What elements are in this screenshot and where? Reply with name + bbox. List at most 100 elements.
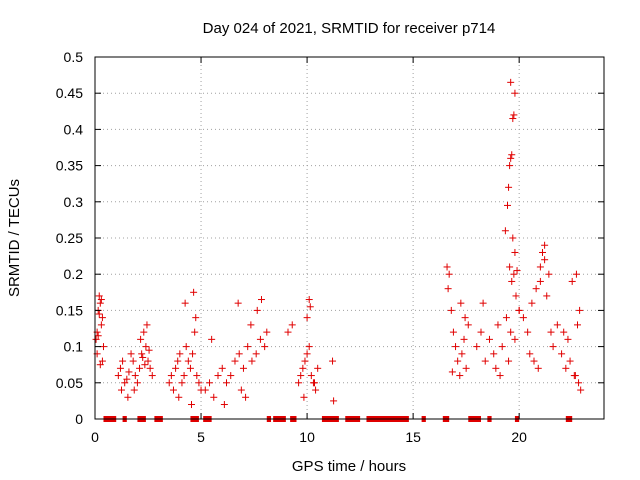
data-point <box>244 343 252 351</box>
x-tick-label: 5 <box>197 429 205 445</box>
data-point <box>545 270 553 278</box>
data-point <box>510 111 518 119</box>
data-point <box>515 306 523 314</box>
data-point <box>498 343 506 351</box>
y-tick-label: 0.35 <box>56 158 83 174</box>
data-point <box>176 350 184 358</box>
data-point <box>295 379 303 387</box>
data-point <box>284 328 292 336</box>
data-point <box>513 267 521 275</box>
data-point <box>99 343 107 351</box>
data-points <box>92 78 585 409</box>
data-point <box>97 321 105 329</box>
data-point <box>490 350 498 358</box>
data-point <box>174 357 182 365</box>
data-point <box>558 350 566 358</box>
y-tick-label: 0.05 <box>56 375 83 391</box>
chart-title: Day 024 of 2021, SRMTID for receiver p71… <box>203 20 496 37</box>
data-point <box>553 321 561 329</box>
data-point <box>549 343 557 351</box>
y-tick-label: 0 <box>75 411 83 427</box>
data-point <box>133 379 141 387</box>
data-point <box>505 183 513 191</box>
y-tick-label: 0.4 <box>64 121 84 137</box>
data-point <box>187 401 195 409</box>
data-point <box>121 379 129 387</box>
data-point <box>562 364 570 372</box>
data-point <box>506 162 514 170</box>
data-point <box>303 314 311 322</box>
data-point <box>456 372 464 380</box>
data-point <box>114 372 122 380</box>
data-point <box>208 335 216 343</box>
data-point <box>509 115 517 123</box>
data-point <box>573 321 581 329</box>
x-tick-label: 20 <box>511 429 527 445</box>
y-tick-label: 0.45 <box>56 85 83 101</box>
data-point <box>190 288 198 296</box>
data-point <box>504 201 512 209</box>
y-tick-label: 0.5 <box>64 49 84 65</box>
data-point <box>138 350 146 358</box>
data-point <box>141 361 149 369</box>
data-point <box>227 372 235 380</box>
data-point <box>534 364 542 372</box>
data-point <box>526 350 534 358</box>
data-point <box>509 234 517 242</box>
data-point <box>181 299 189 307</box>
data-point <box>237 386 245 394</box>
data-point <box>311 379 319 387</box>
data-point <box>460 335 468 343</box>
data-point <box>572 270 580 278</box>
data-point <box>303 350 311 358</box>
data-point <box>98 314 106 322</box>
data-point <box>454 357 462 365</box>
data-point <box>443 263 451 271</box>
data-point <box>119 357 127 365</box>
data-point <box>300 393 308 401</box>
data-point <box>242 393 250 401</box>
data-point <box>307 372 315 380</box>
data-point <box>560 328 568 336</box>
y-tick-label: 0.2 <box>64 266 84 282</box>
data-point <box>169 386 177 394</box>
data-point <box>239 364 247 372</box>
data-point <box>571 372 579 380</box>
data-point <box>97 296 105 304</box>
data-point <box>191 328 199 336</box>
x-tick-labels: 0 5 10 15 20 <box>91 429 527 445</box>
data-point <box>214 372 222 380</box>
data-point <box>492 364 500 372</box>
data-point <box>172 364 180 372</box>
data-point <box>448 368 456 376</box>
data-point <box>148 372 156 380</box>
data-point <box>257 296 265 304</box>
data-point <box>178 379 186 387</box>
data-point <box>192 314 200 322</box>
data-point <box>92 335 100 343</box>
data-point <box>507 78 515 86</box>
y-tick-label: 0.1 <box>64 339 84 355</box>
data-point <box>536 263 544 271</box>
grid <box>95 57 604 419</box>
data-point <box>210 393 218 401</box>
data-point <box>506 263 514 271</box>
data-point <box>222 379 230 387</box>
data-point <box>195 379 203 387</box>
data-point <box>508 151 516 159</box>
y-tick-label: 0.3 <box>64 194 84 210</box>
data-point <box>201 386 209 394</box>
data-point <box>186 364 194 372</box>
data-point <box>510 270 518 278</box>
data-point <box>95 292 103 300</box>
data-point <box>496 372 504 380</box>
data-point <box>507 154 515 162</box>
data-point <box>508 277 516 285</box>
data-point <box>95 310 103 318</box>
data-point <box>457 299 465 307</box>
data-point <box>485 335 493 343</box>
data-point <box>182 343 190 351</box>
data-point <box>444 285 452 293</box>
data-point <box>234 299 242 307</box>
